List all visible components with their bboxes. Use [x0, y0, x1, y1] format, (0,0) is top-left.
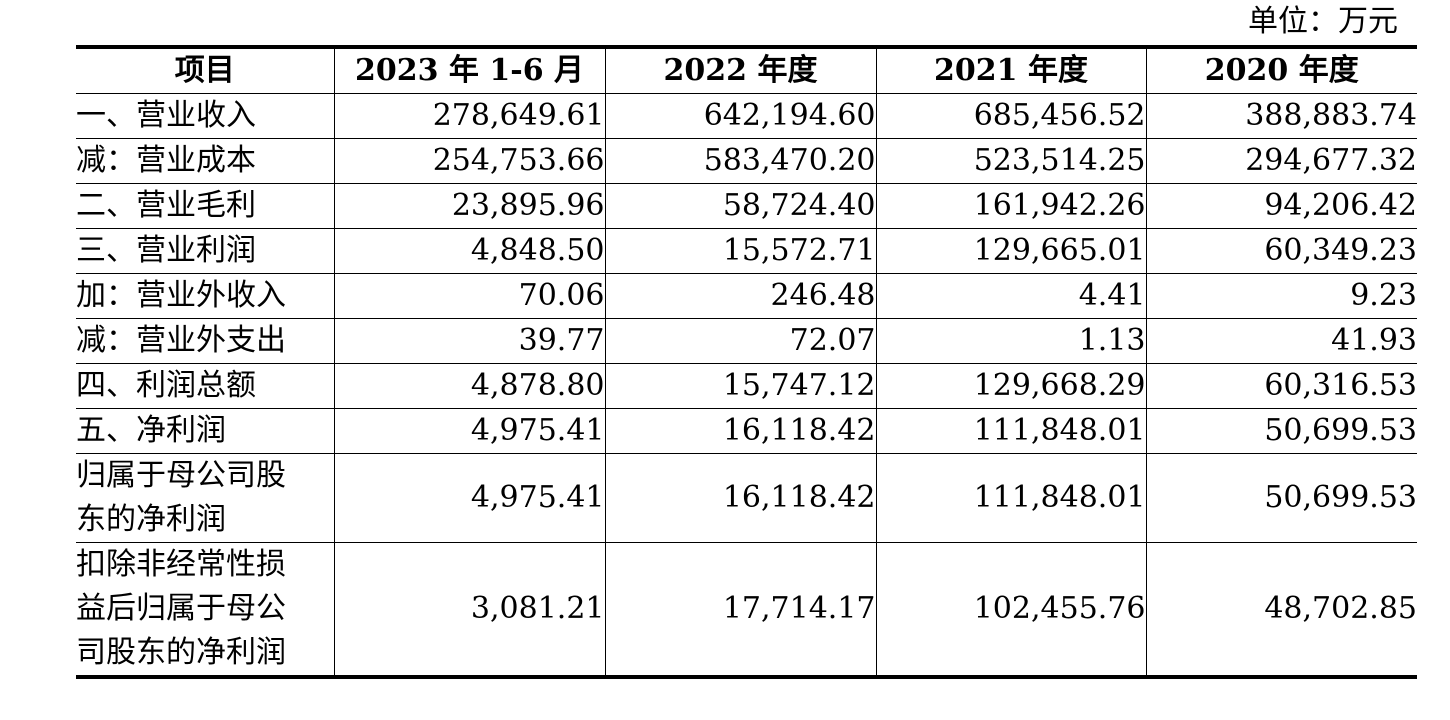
- cell-value: 94,206.42: [1145, 183, 1417, 229]
- cell-value: 50,699.53: [1145, 408, 1417, 454]
- cell-value: 60,349.23: [1145, 228, 1417, 274]
- table-row: 四、利润总额 4,878.80 15,747.12 129,668.29 60,…: [76, 363, 1417, 409]
- row-label: 四、利润总额: [76, 363, 335, 409]
- cell-value: 41.93: [1145, 318, 1417, 364]
- row-label: 五、净利润: [76, 408, 335, 454]
- cell-value: 23,895.96: [333, 183, 606, 229]
- cell-value: 685,456.52: [875, 93, 1147, 139]
- cell-value: 72.07: [604, 318, 877, 364]
- cell-value: 278,649.61: [333, 93, 606, 139]
- column-header-2020: 2020 年度: [1145, 47, 1417, 94]
- cell-value: 4,975.41: [333, 453, 606, 543]
- cell-value: 16,118.42: [604, 453, 877, 543]
- table-row: 减：营业成本 254,753.66 583,470.20 523,514.25 …: [76, 138, 1417, 184]
- table-row: 减：营业外支出 39.77 72.07 1.13 41.93: [76, 318, 1417, 364]
- cell-value: 4,975.41: [333, 408, 606, 454]
- cell-value: 111,848.01: [875, 408, 1147, 454]
- cell-value: 58,724.40: [604, 183, 877, 229]
- cell-value: 15,747.12: [604, 363, 877, 409]
- row-label: 归属于母公司股东的净利润: [76, 453, 335, 543]
- table-row: 加：营业外收入 70.06 246.48 4.41 9.23: [76, 273, 1417, 319]
- cell-value: 246.48: [604, 273, 877, 319]
- row-label: 一、营业收入: [76, 93, 335, 139]
- table-row: 二、营业毛利 23,895.96 58,724.40 161,942.26 94…: [76, 183, 1417, 229]
- cell-value: 3,081.21: [333, 542, 606, 678]
- row-label: 加：营业外收入: [76, 273, 335, 319]
- cell-value: 16,118.42: [604, 408, 877, 454]
- column-header-2023h1: 2023 年 1-6 月: [333, 47, 606, 94]
- income-statement-table: 项目 2023 年 1-6 月 2022 年度 2021 年度 2020 年度 …: [76, 45, 1417, 679]
- column-header-item: 项目: [76, 47, 335, 94]
- cell-value: 1.13: [875, 318, 1147, 364]
- cell-value: 4,878.80: [333, 363, 606, 409]
- row-label: 三、营业利润: [76, 228, 335, 274]
- column-header-2022: 2022 年度: [604, 47, 877, 94]
- row-label: 二、营业毛利: [76, 183, 335, 229]
- column-header-2021: 2021 年度: [875, 47, 1147, 94]
- cell-value: 111,848.01: [875, 453, 1147, 543]
- cell-value: 15,572.71: [604, 228, 877, 274]
- cell-value: 129,665.01: [875, 228, 1147, 274]
- cell-value: 50,699.53: [1145, 453, 1417, 543]
- cell-value: 523,514.25: [875, 138, 1147, 184]
- cell-value: 161,942.26: [875, 183, 1147, 229]
- row-label: 扣除非经常性损益后归属于母公司股东的净利润: [76, 542, 335, 678]
- cell-value: 60,316.53: [1145, 363, 1417, 409]
- table-row: 归属于母公司股东的净利润 4,975.41 16,118.42 111,848.…: [76, 453, 1417, 543]
- cell-value: 17,714.17: [604, 542, 877, 678]
- cell-value: 294,677.32: [1145, 138, 1417, 184]
- cell-value: 388,883.74: [1145, 93, 1417, 139]
- unit-label: 单位：万元: [1248, 4, 1398, 39]
- table-row: 一、营业收入 278,649.61 642,194.60 685,456.52 …: [76, 93, 1417, 139]
- cell-value: 70.06: [333, 273, 606, 319]
- cell-value: 129,668.29: [875, 363, 1147, 409]
- cell-value: 254,753.66: [333, 138, 606, 184]
- row-label: 减：营业成本: [76, 138, 335, 184]
- cell-value: 48,702.85: [1145, 542, 1417, 678]
- cell-value: 4,848.50: [333, 228, 606, 274]
- cell-value: 583,470.20: [604, 138, 877, 184]
- table-header-row: 项目 2023 年 1-6 月 2022 年度 2021 年度 2020 年度: [76, 47, 1417, 94]
- cell-value: 102,455.76: [875, 542, 1147, 678]
- cell-value: 642,194.60: [604, 93, 877, 139]
- cell-value: 4.41: [875, 273, 1147, 319]
- table-row: 五、净利润 4,975.41 16,118.42 111,848.01 50,6…: [76, 408, 1417, 454]
- cell-value: 9.23: [1145, 273, 1417, 319]
- table-row: 扣除非经常性损益后归属于母公司股东的净利润 3,081.21 17,714.17…: [76, 542, 1417, 678]
- cell-value: 39.77: [333, 318, 606, 364]
- table-row: 三、营业利润 4,848.50 15,572.71 129,665.01 60,…: [76, 228, 1417, 274]
- row-label: 减：营业外支出: [76, 318, 335, 364]
